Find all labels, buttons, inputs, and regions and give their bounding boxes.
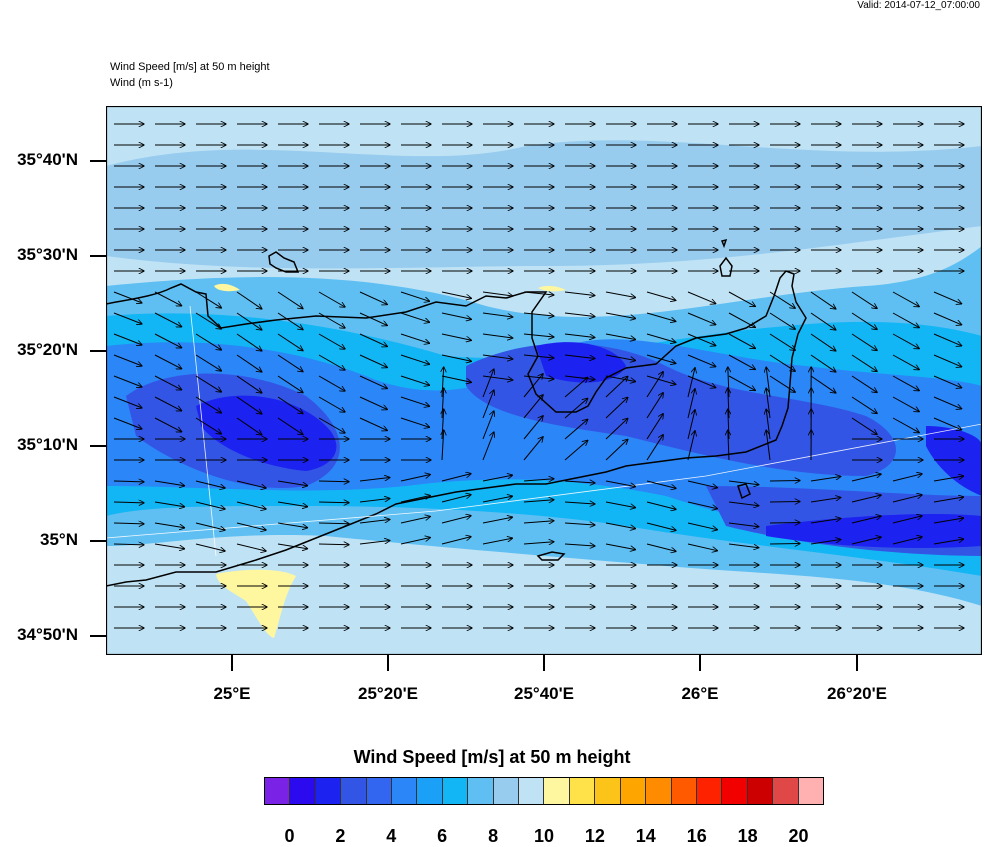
lat-label-35-20: 35°20'N xyxy=(0,340,78,360)
colorbar-swatch xyxy=(799,778,823,804)
lat-tick xyxy=(90,350,106,352)
colorbar-label: 18 xyxy=(738,826,758,847)
lat-tick xyxy=(90,255,106,257)
colorbar-swatch xyxy=(290,778,315,804)
colorbar-label: 8 xyxy=(488,826,498,847)
lon-label-25-40: 25°40'E xyxy=(514,684,574,704)
colorbar-swatch xyxy=(595,778,620,804)
colorbar-swatch xyxy=(341,778,366,804)
lon-label-26: 26°E xyxy=(681,684,718,704)
lat-label-35-40: 35°40'N xyxy=(0,150,78,170)
colorbar-label: 4 xyxy=(386,826,396,847)
colorbar-swatch xyxy=(544,778,569,804)
vector-title: Wind (m s-1) xyxy=(110,77,173,89)
wind-arrow xyxy=(770,481,800,482)
colorbar-swatch xyxy=(697,778,722,804)
lon-tick xyxy=(387,655,389,671)
wind-map xyxy=(106,106,982,655)
lon-label-26-20: 26°20'E xyxy=(827,684,887,704)
valid-time: Valid: 2014-07-12_07:00:00 xyxy=(857,0,980,11)
colorbar-swatch xyxy=(443,778,468,804)
wind-arrow xyxy=(319,481,349,482)
colorbar-swatch xyxy=(316,778,341,804)
colorbar-swatch xyxy=(621,778,646,804)
lon-tick xyxy=(856,655,858,671)
colorbar-swatch xyxy=(494,778,519,804)
lat-label-35-30: 35°30'N xyxy=(0,245,78,265)
colorbar-swatch xyxy=(519,778,544,804)
lat-label-34-50: 34°50'N xyxy=(0,625,78,645)
lat-label-35-10: 35°10'N xyxy=(0,435,78,455)
wind-arrow xyxy=(770,502,800,503)
colorbar-label: 6 xyxy=(437,826,447,847)
colorbar xyxy=(264,777,824,805)
lat-label-35: 35°N xyxy=(0,530,78,550)
colorbar-swatch xyxy=(367,778,392,804)
colorbar-swatch xyxy=(468,778,493,804)
lat-tick xyxy=(90,540,106,542)
colorbar-swatch xyxy=(748,778,773,804)
lon-label-25: 25°E xyxy=(213,684,250,704)
colorbar-swatch xyxy=(417,778,442,804)
colorbar-title: Wind Speed [m/s] at 50 m height xyxy=(0,747,984,768)
lon-label-25-20: 25°20'E xyxy=(358,684,418,704)
lat-tick xyxy=(90,635,106,637)
lon-tick xyxy=(231,655,233,671)
field-title: Wind Speed [m/s] at 50 m height xyxy=(110,61,270,73)
wind-arrow xyxy=(770,544,800,545)
lon-tick xyxy=(543,655,545,671)
lat-tick xyxy=(90,160,106,162)
colorbar-swatch xyxy=(392,778,417,804)
colorbar-swatch xyxy=(265,778,290,804)
wind-arrow xyxy=(319,523,349,524)
colorbar-swatch xyxy=(722,778,747,804)
wind-arrow xyxy=(770,523,800,524)
wind-arrow xyxy=(319,502,349,503)
colorbar-label: 12 xyxy=(585,826,605,847)
lat-tick xyxy=(90,445,106,447)
lon-tick xyxy=(699,655,701,671)
wind-arrow xyxy=(319,544,349,545)
colorbar-swatch xyxy=(570,778,595,804)
colorbar-swatch xyxy=(672,778,697,804)
colorbar-label: 10 xyxy=(534,826,554,847)
colorbar-label: 14 xyxy=(636,826,656,847)
colorbar-label: 2 xyxy=(335,826,345,847)
colorbar-label: 20 xyxy=(789,826,809,847)
colorbar-label: 16 xyxy=(687,826,707,847)
colorbar-swatch xyxy=(773,778,798,804)
colorbar-swatch xyxy=(646,778,671,804)
colorbar-label: 0 xyxy=(284,826,294,847)
